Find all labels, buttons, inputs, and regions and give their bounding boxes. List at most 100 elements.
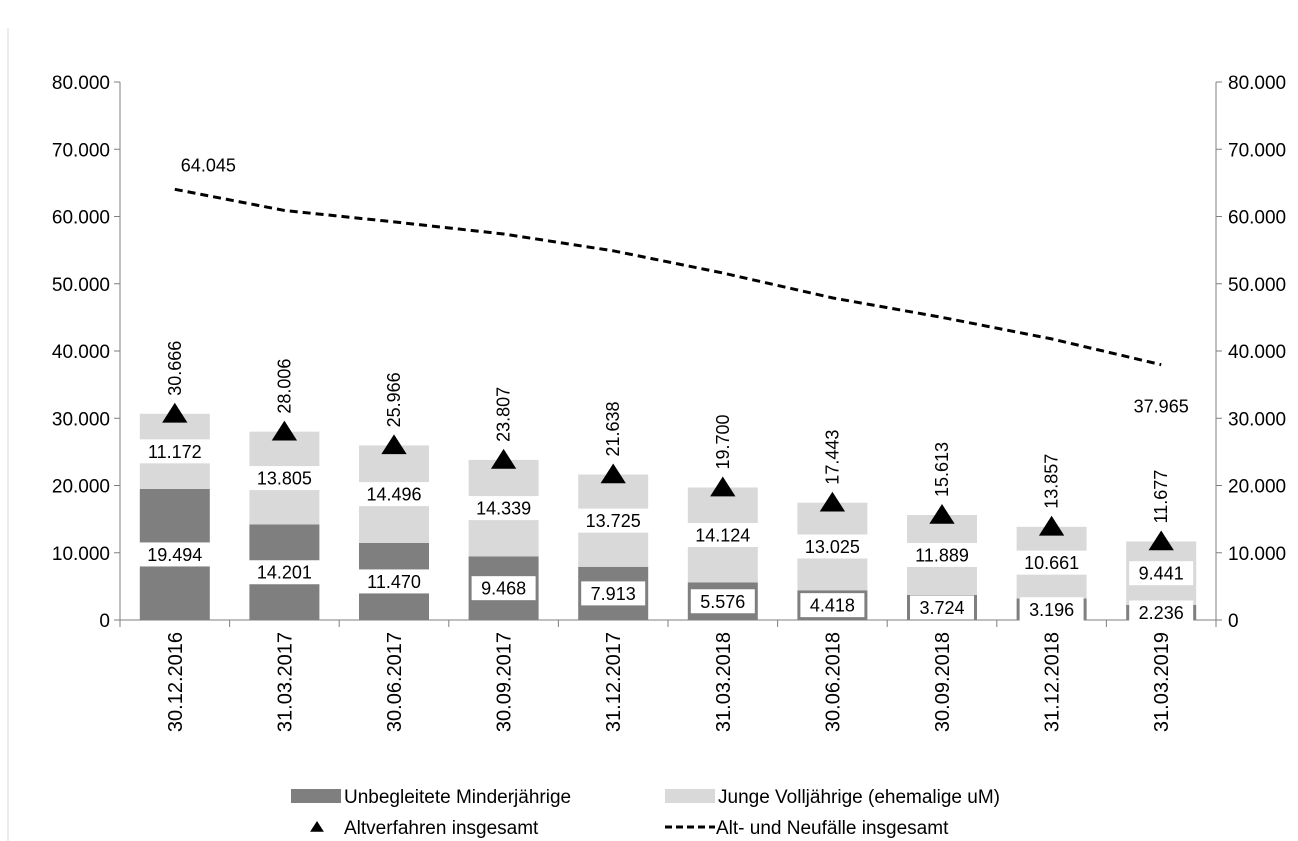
data-label-unbegleitete: 3.724 bbox=[910, 595, 974, 620]
data-label-junge-volljaehrige: 11.889 bbox=[905, 542, 979, 567]
x-tick-label: 31.12.2017 bbox=[603, 632, 625, 732]
data-label-altverfahren: 25.966 bbox=[384, 372, 404, 427]
x-tick-label: 30.12.2016 bbox=[165, 632, 187, 732]
data-label-unbegleitete-text: 7.913 bbox=[591, 584, 636, 604]
y-tick-label-left: 10.000 bbox=[52, 544, 110, 565]
data-label-unbegleitete-text: 9.468 bbox=[481, 579, 526, 599]
data-label-junge-volljaehrige-text: 9.441 bbox=[1139, 564, 1184, 584]
data-label-junge-volljaehrige-text: 11.889 bbox=[915, 545, 969, 565]
line-layer: 64.045 37.965 bbox=[174, 155, 1189, 417]
x-tick-label: 30.06.2017 bbox=[384, 632, 406, 732]
data-label-junge-volljaehrige-box bbox=[576, 508, 651, 533]
line-alt-und-neufaelle bbox=[174, 187, 1162, 367]
y-tick-label-right: 10.000 bbox=[1228, 544, 1286, 565]
marker-altverfahren bbox=[710, 476, 736, 497]
data-label-unbegleitete: 7.913 bbox=[581, 581, 646, 606]
data-label-altverfahren: 28.006 bbox=[274, 359, 294, 414]
marker-altverfahren bbox=[600, 463, 626, 484]
legend-swatch-junge-volljaehrige bbox=[665, 789, 715, 803]
data-label-unbegleitete-box bbox=[1019, 597, 1084, 622]
x-tick-label: 30.09.2018 bbox=[932, 632, 954, 732]
x-tick-label: 31.12.2018 bbox=[1042, 632, 1064, 732]
data-label-unbegleitete: 4.418 bbox=[800, 593, 865, 618]
data-label-unbegleitete-box bbox=[471, 576, 536, 601]
data-label-junge-volljaehrige: 10.661 bbox=[1014, 550, 1089, 575]
y-tick-label-right: 30.000 bbox=[1228, 409, 1286, 430]
data-label-unbegleitete-text: 3.724 bbox=[919, 598, 964, 618]
data-label-unbegleitete-box bbox=[357, 569, 431, 594]
data-label-unbegleitete-text: 2.236 bbox=[1139, 603, 1184, 623]
y-tick-label-left: 80.000 bbox=[52, 73, 110, 94]
data-label-altverfahren: 11.677 bbox=[1151, 470, 1171, 524]
marker-altverfahren bbox=[1148, 530, 1174, 551]
data-label-altverfahren: 15.613 bbox=[932, 442, 952, 497]
data-label-junge-volljaehrige-text: 14.496 bbox=[366, 485, 421, 505]
data-label-unbegleitete-text: 14.201 bbox=[257, 563, 312, 583]
data-label-unbegleitete-text: 19.494 bbox=[147, 545, 202, 565]
x-axis-tick-labels: 30.12.2016 31.03.2017 30.06.2017 30.09.2017… bbox=[165, 632, 1173, 732]
legend-label-alt-und-neufaelle: Alt- und Neufälle insgesamt bbox=[716, 818, 949, 839]
data-label-junge-volljaehrige: 11.172 bbox=[137, 439, 212, 464]
data-label-unbegleitete-box bbox=[247, 560, 322, 585]
markers: 30.666 28.006 25.966 23.807 21.638 19.700 17.4… bbox=[162, 341, 1174, 551]
marker-altverfahren bbox=[162, 402, 188, 423]
data-label-unbegleitete-box bbox=[910, 595, 974, 620]
y-tick-label-right: 40.000 bbox=[1228, 342, 1286, 363]
data-label-altverfahren: 23.807 bbox=[494, 387, 514, 442]
data-label-unbegleitete: 2.236 bbox=[1129, 600, 1194, 625]
data-label-junge-volljaehrige-text: 14.339 bbox=[476, 499, 531, 519]
marker-altverfahren bbox=[381, 434, 407, 455]
data-label-junge-volljaehrige-text: 13.725 bbox=[586, 511, 641, 531]
x-tick-label: 31.03.2019 bbox=[1151, 632, 1173, 732]
y-tick-label-left: 70.000 bbox=[52, 140, 110, 161]
data-label-junge-volljaehrige-box bbox=[905, 542, 979, 567]
data-label-unbegleitete-box bbox=[581, 581, 646, 606]
y-tick-label-right: 0 bbox=[1228, 611, 1239, 632]
data-label-junge-volljaehrige-text: 11.172 bbox=[148, 442, 202, 462]
data-label-junge-volljaehrige: 13.725 bbox=[576, 508, 651, 533]
data-label-unbegleitete-box bbox=[1129, 600, 1194, 625]
data-labels: 19.494 11.172 14.201 13.805 11.470 14.496 9.46… bbox=[137, 439, 1194, 625]
data-label-junge-volljaehrige-box bbox=[466, 496, 541, 521]
data-label-altverfahren: 13.857 bbox=[1042, 454, 1062, 509]
marker-altverfahren bbox=[1038, 515, 1065, 536]
data-label-junge-volljaehrige: 13.805 bbox=[247, 466, 322, 491]
legend-marker-altverfahren bbox=[310, 821, 324, 832]
y-tick-label-left: 60.000 bbox=[52, 208, 110, 229]
y-tick-label-left: 50.000 bbox=[52, 275, 110, 296]
x-tick-label: 31.03.2017 bbox=[274, 632, 296, 732]
data-label-unbegleitete-box bbox=[800, 593, 865, 618]
data-label-unbegleitete-text: 11.470 bbox=[367, 572, 421, 592]
data-label-junge-volljaehrige: 13.025 bbox=[795, 534, 870, 559]
y-tick-label-left: 0 bbox=[99, 611, 110, 632]
data-label-unbegleitete-text: 5.576 bbox=[700, 592, 745, 612]
data-label-unbegleitete: 19.494 bbox=[137, 542, 212, 567]
data-label-unbegleitete: 11.470 bbox=[357, 569, 431, 594]
data-label-junge-volljaehrige-box bbox=[795, 534, 870, 559]
data-label-junge-volljaehrige-box bbox=[357, 482, 431, 507]
marker-altverfahren bbox=[929, 504, 955, 524]
marker-altverfahren bbox=[271, 420, 298, 441]
data-label-junge-volljaehrige-text: 14.124 bbox=[695, 526, 750, 546]
data-label-unbegleitete-text: 3.196 bbox=[1029, 600, 1074, 620]
y-tick-label-left: 40.000 bbox=[52, 342, 110, 363]
data-label-junge-volljaehrige-box bbox=[685, 523, 760, 548]
bars bbox=[139, 413, 1197, 620]
data-label-altverfahren: 17.443 bbox=[822, 430, 842, 485]
data-label-unbegleitete: 14.201 bbox=[247, 560, 322, 585]
marker-altverfahren bbox=[819, 491, 846, 512]
y-tick-label-right: 70.000 bbox=[1228, 140, 1286, 161]
y-tick-label-right: 80.000 bbox=[1228, 73, 1286, 94]
legend-label-unbegleitete: Unbegleitete Minderjährige bbox=[344, 787, 571, 808]
data-label-junge-volljaehrige-text: 13.025 bbox=[805, 537, 860, 557]
data-label-alt-und-neufaelle-first: 64.045 bbox=[181, 155, 236, 175]
y-tick-label-right: 50.000 bbox=[1228, 275, 1286, 296]
data-label-altverfahren: 21.638 bbox=[603, 401, 623, 456]
legend-label-junge-volljaehrige: Junge Volljährige (ehemalige uM) bbox=[718, 787, 1000, 808]
data-label-junge-volljaehrige: 14.496 bbox=[357, 482, 431, 507]
y-tick-label-right: 60.000 bbox=[1228, 208, 1286, 229]
data-label-unbegleitete-text: 4.418 bbox=[810, 596, 855, 616]
legend-label-altverfahren: Altverfahren insgesamt bbox=[344, 818, 539, 839]
data-label-junge-volljaehrige-text: 13.805 bbox=[257, 469, 312, 489]
x-tick-label: 31.03.2018 bbox=[713, 632, 735, 732]
